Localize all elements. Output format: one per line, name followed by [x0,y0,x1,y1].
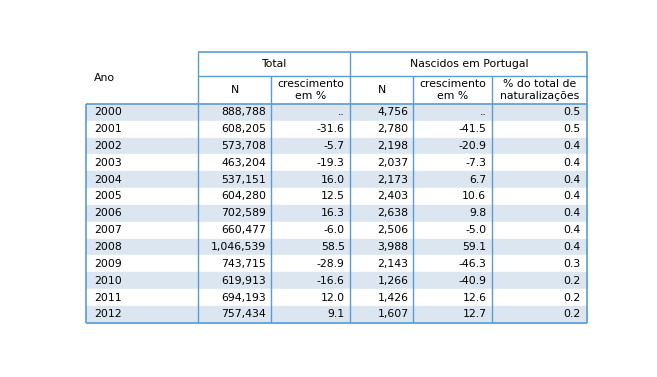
Text: 888,788: 888,788 [221,107,266,117]
Text: 619,913: 619,913 [221,276,266,286]
Text: 10.6: 10.6 [463,192,486,201]
Text: 2002: 2002 [94,141,122,151]
Text: 537,151: 537,151 [221,175,266,185]
Text: 2,638: 2,638 [378,208,409,218]
Text: crescimento
em %: crescimento em % [419,79,486,101]
Text: -20.9: -20.9 [459,141,486,151]
Text: 743,715: 743,715 [221,259,266,269]
Text: 12.5: 12.5 [321,192,345,201]
Bar [86,171,587,188]
Text: 2008: 2008 [94,242,122,252]
Text: 12.0: 12.0 [321,293,345,302]
Text: 2009: 2009 [94,259,122,269]
Text: 0.4: 0.4 [563,158,581,168]
Text: 12.7: 12.7 [463,310,486,319]
Text: 2005: 2005 [94,192,122,201]
Text: 59.1: 59.1 [463,242,486,252]
Text: 0.4: 0.4 [563,208,581,218]
Text: -28.9: -28.9 [317,259,345,269]
Text: 0.4: 0.4 [563,192,581,201]
Text: 0.5: 0.5 [563,107,581,117]
Text: 0.5: 0.5 [563,124,581,134]
Bar [86,222,587,239]
Text: N: N [231,85,238,95]
Text: 0.4: 0.4 [563,141,581,151]
Text: 608,205: 608,205 [221,124,266,134]
Text: 1,426: 1,426 [378,293,409,302]
Text: 2003: 2003 [94,158,122,168]
Text: 0.4: 0.4 [563,175,581,185]
Text: 2007: 2007 [94,225,122,235]
Text: 660,477: 660,477 [221,225,266,235]
Bar [86,255,587,272]
Text: 58.5: 58.5 [321,242,345,252]
Text: 2010: 2010 [94,276,122,286]
Text: 2,037: 2,037 [378,158,409,168]
Text: 1,607: 1,607 [378,310,409,319]
Text: 16.0: 16.0 [321,175,345,185]
Text: 2,403: 2,403 [378,192,409,201]
Bar [86,138,587,155]
Text: Nascidos em Portugal: Nascidos em Portugal [409,60,528,69]
Text: 694,193: 694,193 [221,293,266,302]
Text: ..: .. [480,107,486,117]
Text: Ano: Ano [94,73,115,83]
Text: 702,589: 702,589 [221,208,266,218]
Text: -7.3: -7.3 [465,158,486,168]
Text: 2001: 2001 [94,124,122,134]
Text: 2012: 2012 [94,310,122,319]
Text: N: N [378,85,386,95]
Bar [86,272,587,289]
Text: 12.6: 12.6 [463,293,486,302]
Text: -6.0: -6.0 [324,225,345,235]
Text: 3,988: 3,988 [378,242,409,252]
Bar [86,188,587,205]
Text: 2,506: 2,506 [378,225,409,235]
Bar [86,289,587,306]
Bar [86,205,587,222]
Text: 6.7: 6.7 [469,175,486,185]
Text: -41.5: -41.5 [459,124,486,134]
Text: -40.9: -40.9 [459,276,486,286]
Text: % do total de
naturalizações: % do total de naturalizações [500,79,579,101]
Text: 2,780: 2,780 [378,124,409,134]
Text: 463,204: 463,204 [221,158,266,168]
Bar [86,239,587,255]
Text: 573,708: 573,708 [221,141,266,151]
Text: 0.2: 0.2 [563,276,581,286]
Text: 1,266: 1,266 [378,276,409,286]
Bar [86,104,587,121]
Text: 604,280: 604,280 [221,192,266,201]
Text: -46.3: -46.3 [459,259,486,269]
Text: 1,046,539: 1,046,539 [211,242,266,252]
Text: 2006: 2006 [94,208,122,218]
Text: 2,143: 2,143 [378,259,409,269]
Text: -31.6: -31.6 [317,124,345,134]
Text: 2004: 2004 [94,175,122,185]
Text: -19.3: -19.3 [317,158,345,168]
Text: 0.2: 0.2 [563,293,581,302]
Text: crescimento
em %: crescimento em % [277,79,344,101]
Text: 2,198: 2,198 [378,141,409,151]
Text: 757,434: 757,434 [221,310,266,319]
Text: 2,173: 2,173 [378,175,409,185]
Text: Total: Total [261,60,286,69]
Bar [86,121,587,138]
Text: -16.6: -16.6 [317,276,345,286]
Text: 0.4: 0.4 [563,225,581,235]
Text: 0.4: 0.4 [563,242,581,252]
Text: 2011: 2011 [94,293,122,302]
Text: 9.1: 9.1 [328,310,345,319]
Text: -5.0: -5.0 [465,225,486,235]
Text: -5.7: -5.7 [324,141,345,151]
Text: 0.3: 0.3 [563,259,581,269]
Text: 4,756: 4,756 [378,107,409,117]
Text: ..: .. [338,107,345,117]
Text: 2000: 2000 [94,107,122,117]
Text: 0.2: 0.2 [563,310,581,319]
Text: 16.3: 16.3 [321,208,345,218]
Bar [86,155,587,171]
Text: 9.8: 9.8 [469,208,486,218]
Bar [86,306,587,323]
